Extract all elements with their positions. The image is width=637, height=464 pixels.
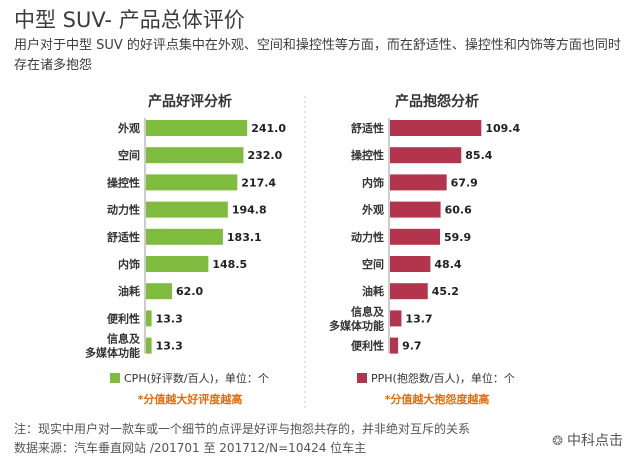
brand-name: 中科点击: [567, 433, 623, 449]
positive-value-label: 13.3: [156, 340, 183, 353]
negative-score-note: *分值越大抱怨度越高: [385, 392, 490, 406]
negative-category-label: 操控性: [351, 148, 384, 162]
negative-bar: [390, 174, 447, 191]
negative-legend-swatch: [357, 373, 367, 383]
data-source: 数据来源：汽车垂直网站 /201701 至 201712/N=10424 位车主: [14, 441, 367, 455]
negative-category-label: 内饰: [362, 175, 384, 189]
positive-bar: [146, 256, 209, 272]
positive-bar: [146, 310, 152, 327]
positive-category-label: 操控性: [107, 175, 140, 189]
positive-bar: [146, 147, 244, 164]
negative-legend-label: PPH(抱怨数/百人)，单位：个: [371, 371, 515, 385]
negative-value-label: 48.4: [434, 258, 461, 271]
positive-value-label: 194.8: [232, 204, 267, 217]
positive-legend-label: CPH(好评数/百人)，单位：个: [124, 371, 269, 385]
page-title: 中型 SUV- 产品总体评价: [14, 8, 245, 32]
negative-category-label: 信息及多媒体功能: [329, 304, 385, 332]
negative-value-label: 109.4: [485, 122, 520, 135]
negative-chart-title: 产品抱怨分析: [395, 93, 479, 110]
footnote: 注：现实中用户对一款车或一个细节的点评是好评与抱怨共存的，并非绝对互斥的关系: [14, 422, 471, 436]
page-subtitle: 用户对于中型 SUV 的好评点集中在外观、空间和操控性等方面，而在舒适性、操控性…: [14, 38, 621, 73]
positive-bar: [146, 337, 152, 354]
positive-value-label: 241.0: [251, 122, 286, 135]
negative-bar: [390, 120, 482, 136]
negative-category-label: 便利性: [351, 339, 384, 353]
positive-value-label: 148.5: [212, 258, 247, 271]
positive-value-label: 232.0: [247, 149, 282, 162]
positive-category-label: 空间: [118, 148, 140, 162]
negative-category-label: 外观: [361, 203, 384, 217]
negative-bar: [390, 147, 462, 164]
positive-legend-swatch: [110, 373, 120, 383]
positive-category-label: 舒适性: [107, 230, 140, 244]
positive-category-label: 便利性: [107, 311, 140, 325]
positive-category-label: 内饰: [118, 257, 140, 271]
positive-category-label: 油耗: [118, 284, 140, 298]
negative-category-label: 动力性: [351, 230, 384, 244]
positive-category-label: 动力性: [107, 203, 140, 217]
negative-category-label: 舒适性: [351, 121, 384, 135]
negative-value-label: 85.4: [465, 149, 492, 162]
positive-bar: [146, 228, 223, 245]
negative-category-label: 空间: [362, 257, 384, 271]
negative-value-label: 9.7: [402, 340, 422, 353]
negative-value-label: 67.9: [451, 176, 478, 189]
positive-category-label: 外观: [117, 121, 140, 135]
negative-bar: [390, 337, 399, 354]
positive-value-label: 62.0: [176, 285, 203, 298]
positive-bar: [146, 283, 173, 300]
negative-bar: [390, 283, 428, 300]
positive-value-label: 183.1: [227, 231, 262, 244]
positive-bar: [146, 120, 248, 136]
negative-category-label: 油耗: [362, 284, 384, 298]
positive-value-label: 13.3: [156, 312, 183, 325]
positive-bar: [146, 201, 228, 218]
negative-bar: [390, 256, 431, 272]
positive-category-label: 信息及多媒体功能: [85, 332, 141, 360]
positive-chart-title: 产品好评分析: [148, 93, 232, 110]
positive-score-note: *分值越大好评度越高: [138, 392, 243, 406]
negative-bar: [390, 201, 441, 218]
negative-value-label: 59.9: [444, 231, 471, 244]
negative-bar: [390, 310, 402, 327]
brand-watermark: ❂ 中科点击: [552, 430, 623, 450]
negative-bar: [390, 228, 441, 245]
positive-bar: [146, 174, 238, 191]
negative-value-label: 45.2: [432, 285, 459, 298]
negative-value-label: 13.7: [405, 312, 432, 325]
negative-value-label: 60.6: [445, 204, 472, 217]
wechat-icon: ❂: [552, 434, 563, 449]
positive-value-label: 217.4: [241, 176, 276, 189]
